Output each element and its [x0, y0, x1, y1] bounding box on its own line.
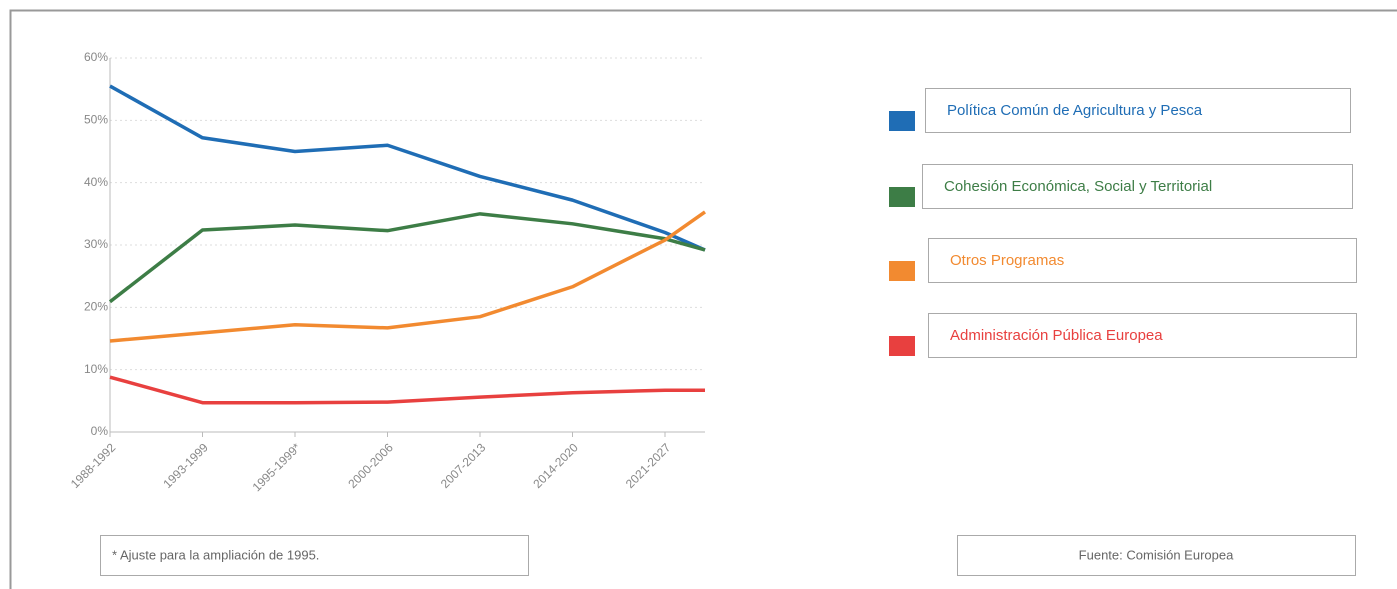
legend-label: Cohesión Económica, Social y Territorial [944, 178, 1212, 195]
y-tick-label: 60% [84, 50, 108, 64]
source: Fuente: Comisión Europea [1079, 547, 1234, 562]
series-line [109, 210, 707, 343]
legend-label: Administración Pública Europea [950, 327, 1163, 344]
x-tick-label: 1995-1999* [250, 440, 304, 494]
legend-box [925, 88, 1351, 133]
legend-label: Política Común de Agricultura y Pesca [947, 102, 1203, 119]
series-line [108, 212, 706, 304]
x-tick-label: 2000-2006 [345, 440, 396, 491]
frame [9, 9, 1397, 589]
y-tick-label: 10% [84, 362, 108, 376]
x-tick-label: 2014-2020 [530, 440, 581, 491]
legend-box [928, 238, 1357, 283]
y-tick-label: 0% [91, 424, 109, 438]
source-box [957, 535, 1356, 576]
note-box [100, 535, 529, 576]
legend-box [922, 164, 1353, 209]
x-tick-label: 1993-1999 [160, 440, 211, 491]
y-tick-label: 20% [84, 300, 108, 314]
series-line [109, 84, 706, 252]
x-tick-label: 2021-2027 [623, 440, 674, 491]
y-tick-label: 50% [84, 113, 108, 127]
y-tick-label: 40% [84, 175, 108, 189]
y-tick-label: 30% [84, 237, 108, 251]
x-tick-label: 2007-2013 [438, 440, 489, 491]
note: * Ajuste para la ampliación de 1995. [112, 547, 319, 562]
legend-label: Otros Programas [950, 252, 1064, 269]
x-tick-label: 1988-1992 [68, 440, 119, 491]
legend-swatch [889, 336, 915, 356]
legend-box [928, 313, 1357, 358]
legend-swatch [889, 111, 915, 131]
legend-swatch [889, 187, 915, 207]
legend-swatch [889, 261, 915, 281]
series-line [109, 375, 705, 405]
